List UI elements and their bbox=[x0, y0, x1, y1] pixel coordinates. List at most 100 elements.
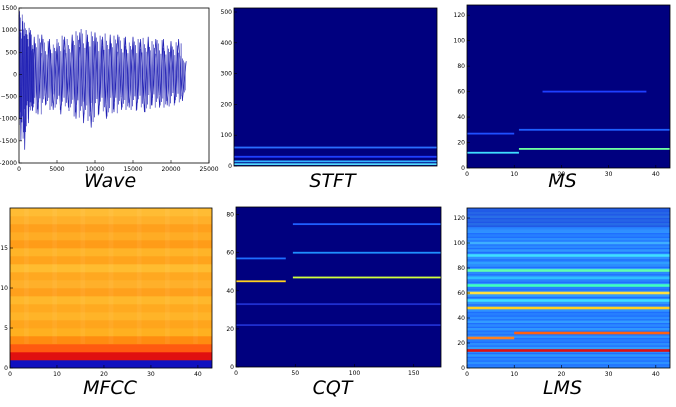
y-tick-label: 5 bbox=[4, 325, 8, 332]
x-tick-label: 30 bbox=[605, 171, 613, 178]
wave-series-line bbox=[18, 14, 187, 150]
lms-texture-row bbox=[467, 358, 670, 361]
x-tick-label: 20000 bbox=[161, 166, 180, 173]
y-tick-label: 0 bbox=[461, 165, 465, 172]
lms-texture-row bbox=[467, 309, 670, 312]
mfcc-row bbox=[10, 224, 212, 233]
x-tick-label: 100 bbox=[349, 370, 361, 377]
x-tick-label: 0 bbox=[17, 166, 21, 173]
mfcc-row bbox=[10, 312, 212, 321]
x-tick-label: 40 bbox=[652, 171, 660, 178]
heatmap-background bbox=[467, 208, 670, 368]
y-tick-label: 40 bbox=[457, 114, 465, 121]
heatmap-band bbox=[292, 223, 441, 226]
y-tick-label: 20 bbox=[226, 326, 234, 333]
lms-texture-row bbox=[467, 294, 670, 297]
wave-oscillation bbox=[18, 11, 186, 139]
heatmap-band bbox=[236, 324, 441, 326]
heatmap-band bbox=[518, 147, 670, 150]
lms-panel: 0 10 20 30 40 0 20 40 60 80 100 120 LMS bbox=[450, 203, 675, 407]
lms-texture-row bbox=[467, 343, 670, 346]
y-tick-label: 40 bbox=[226, 288, 234, 295]
heatmap-band bbox=[236, 257, 286, 260]
x-tick-label: 40 bbox=[652, 371, 660, 378]
y-tick-label: 10 bbox=[0, 285, 8, 292]
mfcc-column bbox=[52, 208, 57, 344]
lms-texture-row bbox=[467, 286, 670, 290]
heatmap-band bbox=[467, 349, 670, 352]
x-tick-label: 25000 bbox=[199, 166, 218, 173]
heatmap-band bbox=[234, 160, 437, 163]
x-tick-label: 10000 bbox=[85, 166, 104, 173]
plot-frame bbox=[233, 7, 438, 167]
y-tick-label: 80 bbox=[457, 63, 465, 70]
heatmap-background bbox=[236, 207, 441, 367]
mfcc-row bbox=[10, 304, 212, 313]
x-tick-label: 20 bbox=[558, 371, 566, 378]
heatmap-background bbox=[467, 5, 670, 168]
lms-texture-row bbox=[467, 238, 670, 241]
mfcc-row bbox=[10, 280, 212, 289]
y-tick-label: 1500 bbox=[2, 5, 17, 12]
mfcc-row bbox=[10, 352, 212, 361]
mfcc-row bbox=[10, 336, 212, 345]
heatmap-band bbox=[236, 303, 441, 306]
mfcc-row bbox=[10, 248, 212, 257]
x-tick-label: 150 bbox=[408, 370, 420, 377]
mfcc-row bbox=[10, 344, 212, 353]
wave-title: Wave bbox=[83, 170, 137, 192]
cqt-title: CQT bbox=[312, 377, 353, 399]
ms-panel: 0 10 20 30 40 0 20 40 60 80 100 120 MS bbox=[450, 0, 675, 200]
lms-texture-row bbox=[467, 271, 670, 275]
x-tick-label: 0 bbox=[234, 370, 238, 377]
heatmap-band bbox=[467, 229, 670, 232]
x-tick-label: 20 bbox=[558, 171, 566, 178]
x-tick-label: 40 bbox=[194, 371, 202, 378]
heatmap-band bbox=[467, 254, 670, 257]
y-tick-label: 0 bbox=[461, 365, 465, 372]
lms-top-shade bbox=[467, 208, 670, 228]
plot-frame bbox=[235, 206, 442, 368]
x-tick-label: 20 bbox=[100, 371, 108, 378]
heatmap-band bbox=[467, 261, 670, 265]
lms-title: LMS bbox=[542, 377, 583, 399]
heatmap-band bbox=[292, 251, 441, 254]
y-tick-label: 400 bbox=[221, 40, 233, 47]
stft-panel: 0 100 200 300 400 500 STFT bbox=[220, 0, 445, 200]
lms-texture-row bbox=[467, 361, 670, 365]
y-tick-label: −2000 bbox=[0, 160, 17, 167]
lms-plot: 0 10 20 30 40 0 20 40 60 80 100 120 bbox=[454, 207, 671, 378]
heatmap-band bbox=[236, 280, 286, 283]
mfcc-row bbox=[10, 328, 212, 337]
wave-plot: 0500010000150002000025000−2000−1500−1000… bbox=[0, 5, 219, 173]
mfcc-row bbox=[10, 256, 212, 265]
mfcc-row bbox=[10, 320, 212, 329]
mfcc-row bbox=[10, 240, 212, 249]
heatmap-band bbox=[467, 291, 670, 295]
y-tick-label: 60 bbox=[226, 250, 234, 257]
heatmap-band bbox=[467, 284, 670, 287]
plot-frame bbox=[466, 207, 671, 369]
x-tick-label: 0 bbox=[8, 371, 12, 378]
y-tick-label: 100 bbox=[454, 240, 466, 247]
y-tick-label: 0 bbox=[4, 365, 8, 372]
heatmap-background bbox=[234, 8, 437, 166]
y-tick-label: 500 bbox=[221, 9, 233, 16]
y-tick-label: 80 bbox=[457, 265, 465, 272]
lms-texture-row bbox=[467, 301, 670, 305]
heatmap-band bbox=[542, 90, 647, 93]
heatmap-band bbox=[234, 163, 437, 166]
lms-texture-row bbox=[467, 234, 670, 237]
stft-plot: 0 100 200 300 400 500 bbox=[221, 7, 438, 170]
heatmap-band bbox=[467, 299, 670, 302]
mfcc-column bbox=[193, 208, 198, 344]
y-tick-label: 60 bbox=[457, 290, 465, 297]
lms-texture-row bbox=[467, 335, 670, 338]
wave-panel: 0500010000150002000025000−2000−1500−1000… bbox=[0, 0, 220, 200]
mfcc-plot: 0 10 20 30 40 0 5 10 15 bbox=[0, 207, 213, 378]
heatmap-band bbox=[234, 146, 437, 149]
lms-texture-row bbox=[467, 324, 670, 327]
lms-texture-row bbox=[467, 313, 670, 316]
y-tick-label: 80 bbox=[226, 212, 234, 219]
mfcc-row bbox=[10, 360, 212, 369]
